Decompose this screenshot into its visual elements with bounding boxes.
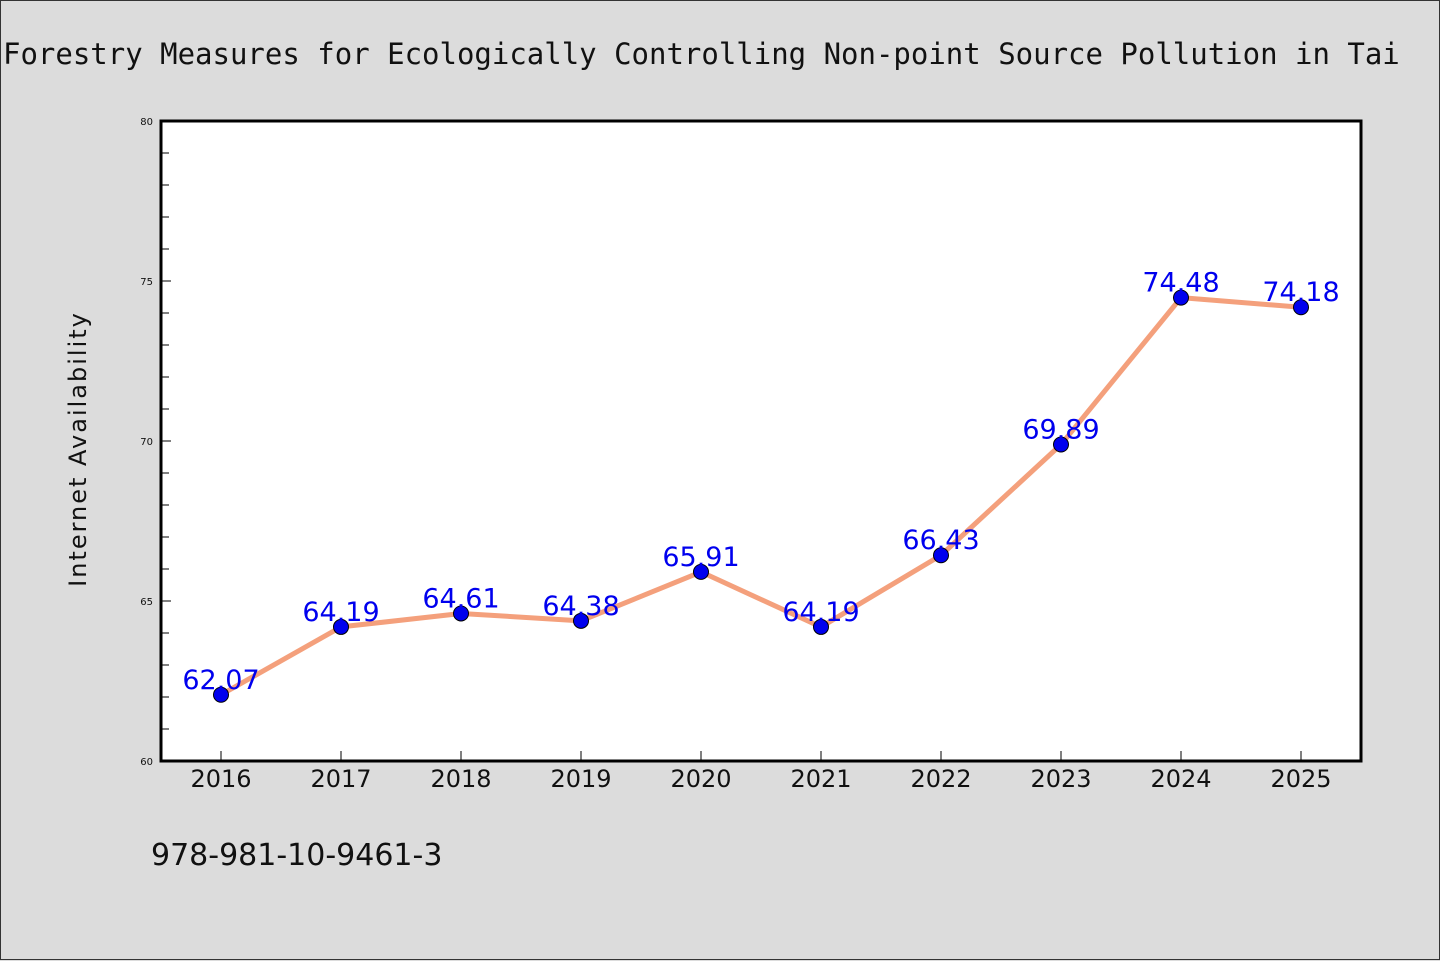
- data-point: [933, 547, 949, 564]
- y-axis: 60 65 70 75 80: [140, 117, 171, 768]
- data-point: [213, 686, 229, 703]
- data-label: 64.19: [782, 597, 859, 628]
- data-label: 62.07: [182, 665, 259, 696]
- footer-text: 978-981-10-9461-3: [151, 838, 442, 873]
- data-label: 74.18: [1262, 277, 1339, 308]
- x-tick-label: 2025: [1270, 765, 1331, 793]
- x-axis: 2016 2017 2018 2019 2020 2021 2022 2023 2024 2025: [190, 751, 1332, 793]
- plot-area: [159, 119, 1363, 763]
- y-tick-label: 60: [140, 757, 153, 768]
- data-point: [1173, 289, 1189, 306]
- data-point: [1053, 436, 1069, 453]
- data-point: [693, 563, 709, 580]
- data-label: 64.19: [302, 597, 379, 628]
- data-point: [333, 618, 349, 635]
- data-point: [1293, 299, 1309, 316]
- x-tick-label: 2017: [310, 765, 371, 793]
- data-label: 64.38: [542, 591, 619, 622]
- y-axis-label: Internet Availability: [64, 311, 92, 587]
- y-tick-label: 70: [140, 437, 153, 448]
- data-point: [813, 618, 829, 635]
- x-tick-label: 2019: [550, 765, 611, 793]
- x-tick-label: 2024: [1150, 765, 1211, 793]
- x-tick-label: 2020: [670, 765, 731, 793]
- series-line: [218, 295, 1304, 698]
- x-tick-label: 2022: [910, 765, 971, 793]
- data-label: 64.61: [422, 583, 499, 614]
- data-point: [573, 612, 589, 629]
- x-tick-label: 2023: [1030, 765, 1091, 793]
- x-tick-label: 2021: [790, 765, 851, 793]
- data-point: [453, 605, 469, 622]
- y-tick-label: 75: [140, 277, 153, 288]
- x-tick-label: 2016: [190, 765, 251, 793]
- y-tick-label: 65: [140, 597, 153, 608]
- x-tick-label: 2018: [430, 765, 491, 793]
- data-label: 74.48: [1142, 268, 1219, 299]
- chart-title: Forestry Measures for Ecologically Contr…: [3, 37, 1400, 71]
- data-label: 69.89: [1022, 415, 1099, 446]
- data-label: 65.91: [662, 542, 739, 573]
- data-label: 66.43: [902, 525, 979, 556]
- y-tick-label: 80: [140, 117, 153, 128]
- data-labels: 62.07 64.19 64.61 64.38 65.91 64.19 66.43 69.89…: [182, 268, 1339, 696]
- series-layer: [213, 289, 1309, 703]
